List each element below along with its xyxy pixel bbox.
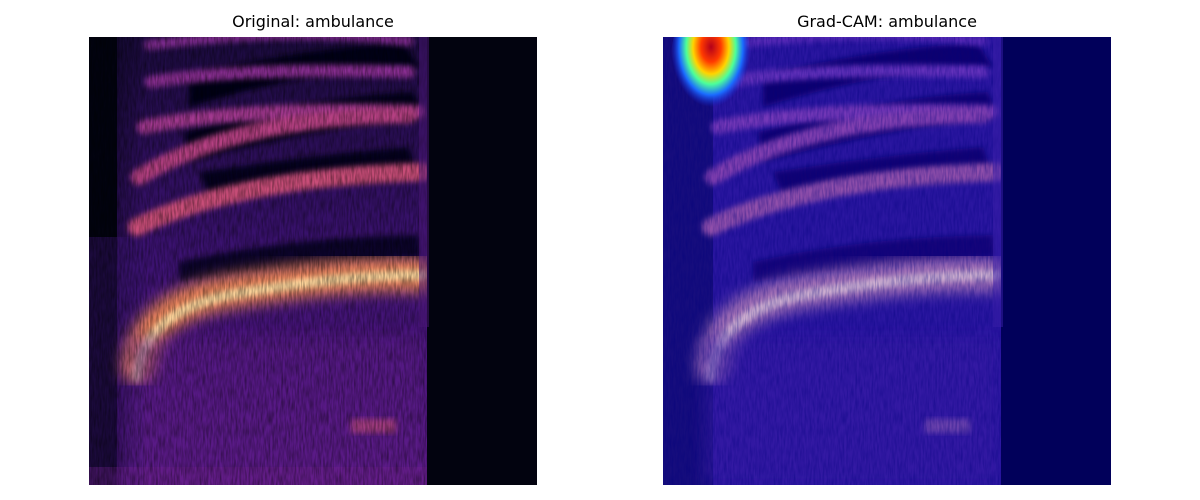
gradcam-panel-title: Grad-CAM: ambulance: [797, 12, 977, 31]
gradcam-hotspot: [671, 37, 751, 119]
original-panel-title: Original: ambulance: [232, 12, 394, 31]
original-spectrogram-image: [89, 37, 537, 485]
gradcam-heatmap-image: [663, 37, 1111, 485]
